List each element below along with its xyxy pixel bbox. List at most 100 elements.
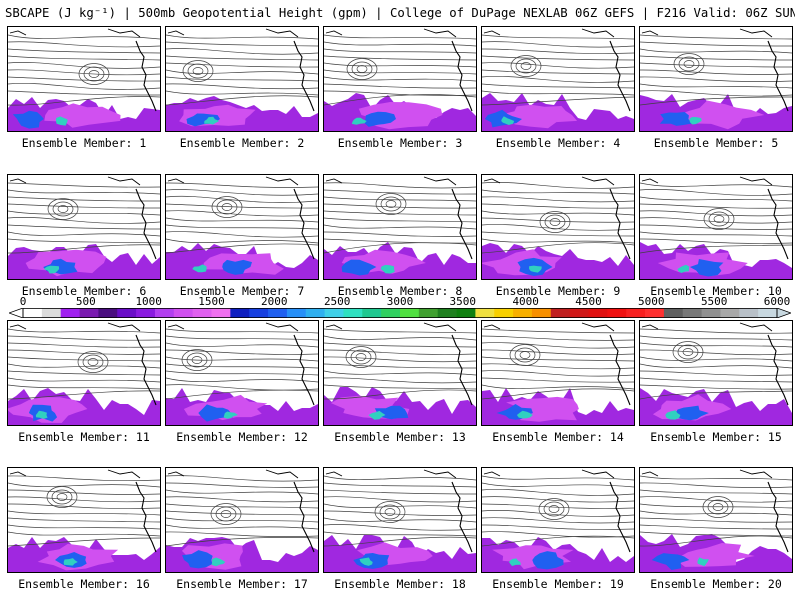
cape-shading-core: [182, 550, 213, 569]
northern-coastline: [167, 28, 299, 38]
colorbar-segment: [41, 308, 62, 318]
cape-shading-core: [364, 111, 396, 127]
colorbar-max-arrow: [776, 308, 791, 318]
member-label: Ensemble Member: 5: [653, 136, 779, 150]
colorbar-segment: [494, 308, 514, 318]
colorbar-segment: [456, 308, 476, 318]
cape-shading-high: [677, 543, 755, 567]
coastline: [609, 481, 631, 553]
colorbar-segment: [758, 308, 778, 318]
ensemble-member-map: [481, 320, 635, 426]
height-contours: [166, 182, 318, 254]
coastline: [451, 334, 473, 406]
cape-shading-peak: [359, 557, 373, 566]
cape-height-map: [640, 322, 792, 425]
member-label: Ensemble Member: 3: [337, 136, 463, 150]
member-label: Ensemble Member: 18: [334, 577, 466, 591]
colorbar-segment: [79, 308, 99, 318]
colorbar-segment: [192, 308, 212, 318]
height-contours: [8, 182, 160, 254]
sbcape-colorbar: [9, 308, 791, 318]
coastline: [767, 40, 789, 112]
height-contours: [482, 328, 634, 400]
cape-height-map: [166, 322, 318, 425]
member-label: Ensemble Member: 11: [18, 430, 150, 444]
member-label: Ensemble Member: 2: [179, 136, 305, 150]
northern-coastline: [167, 322, 299, 332]
colorbar-segment: [98, 308, 118, 318]
ensemble-member-map: [639, 26, 793, 132]
cape-height-map: [640, 28, 792, 131]
cape-shading-peak: [223, 411, 238, 419]
height-contours: [640, 328, 792, 400]
height-contours: [166, 475, 318, 547]
ensemble-member-map: [639, 320, 793, 426]
height-contours: [324, 328, 476, 400]
coastline: [135, 481, 157, 553]
cape-shading-core: [222, 259, 252, 275]
colorbar-segment: [305, 308, 325, 318]
northern-coastline: [483, 322, 615, 332]
coastline: [609, 188, 631, 260]
height-contours: [640, 34, 792, 106]
ensemble-member-map: [639, 174, 793, 280]
height-contours: [324, 34, 476, 106]
cape-shading-peak: [192, 264, 207, 273]
coastline: [767, 481, 789, 553]
cape-shading-core: [353, 553, 390, 569]
colorbar-graphic: [9, 308, 791, 318]
northern-coastline: [641, 469, 773, 479]
ensemble-member-map: [323, 467, 477, 573]
cape-shading-core: [341, 259, 377, 276]
cape-shading-peak: [35, 410, 48, 419]
cape-shading-peak: [677, 264, 690, 273]
northern-coastline: [9, 469, 141, 479]
colorbar-frame: [22, 308, 778, 318]
northern-coastline: [483, 176, 615, 186]
ensemble-member-map: [165, 320, 319, 426]
cape-height-map: [482, 28, 634, 131]
northern-coastline: [641, 28, 773, 38]
northern-coastline: [9, 322, 141, 332]
colorbar-segment: [230, 308, 250, 318]
cape-height-map: [482, 176, 634, 279]
colorbar-segment: [343, 308, 363, 318]
colorbar-segment: [249, 308, 269, 318]
cape-shading-peak: [665, 410, 681, 420]
cape-shading-core: [674, 405, 709, 421]
ensemble-member-map: [639, 467, 793, 573]
coastline: [451, 40, 473, 112]
colorbar-segment: [701, 308, 721, 318]
cape-height-map: [166, 176, 318, 279]
member-label: Ensemble Member: 4: [495, 136, 621, 150]
height-contours: [8, 475, 160, 547]
colorbar-segment: [645, 308, 665, 318]
height-contours: [482, 34, 634, 106]
ensemble-member-map: [323, 320, 477, 426]
northern-coastline: [641, 322, 773, 332]
member-label: Ensemble Member: 8: [337, 284, 463, 298]
cape-shading-peak: [516, 410, 533, 419]
colorbar-segment: [286, 308, 307, 318]
colorbar-segment: [588, 308, 608, 318]
cape-shading-peak: [204, 116, 220, 125]
member-label: Ensemble Member: 13: [334, 430, 466, 444]
cape-shading-peak: [509, 558, 521, 566]
member-label: Ensemble Member: 9: [495, 284, 621, 298]
cape-shading-core: [12, 110, 44, 129]
ensemble-member-map: [481, 174, 635, 280]
colorbar-tick-label: 5000: [638, 295, 665, 308]
height-contours: [324, 182, 476, 254]
ensemble-member-map: [323, 174, 477, 280]
member-label: Ensemble Member: 7: [179, 284, 305, 298]
northern-coastline: [641, 176, 773, 186]
colorbar-tick-label: 4000: [512, 295, 539, 308]
height-contours: [8, 328, 160, 400]
member-label: Ensemble Member: 16: [18, 577, 150, 591]
colorbar-tick-label: 5500: [700, 295, 728, 308]
colorbar-tick-label: 4500: [575, 295, 602, 308]
colorbar-segment: [550, 308, 571, 318]
member-label: Ensemble Member: 17: [176, 577, 308, 591]
coastline: [609, 40, 631, 112]
colorbar-segment: [400, 308, 420, 318]
